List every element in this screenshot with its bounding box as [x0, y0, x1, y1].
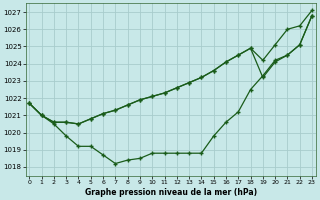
X-axis label: Graphe pression niveau de la mer (hPa): Graphe pression niveau de la mer (hPa)	[84, 188, 257, 197]
